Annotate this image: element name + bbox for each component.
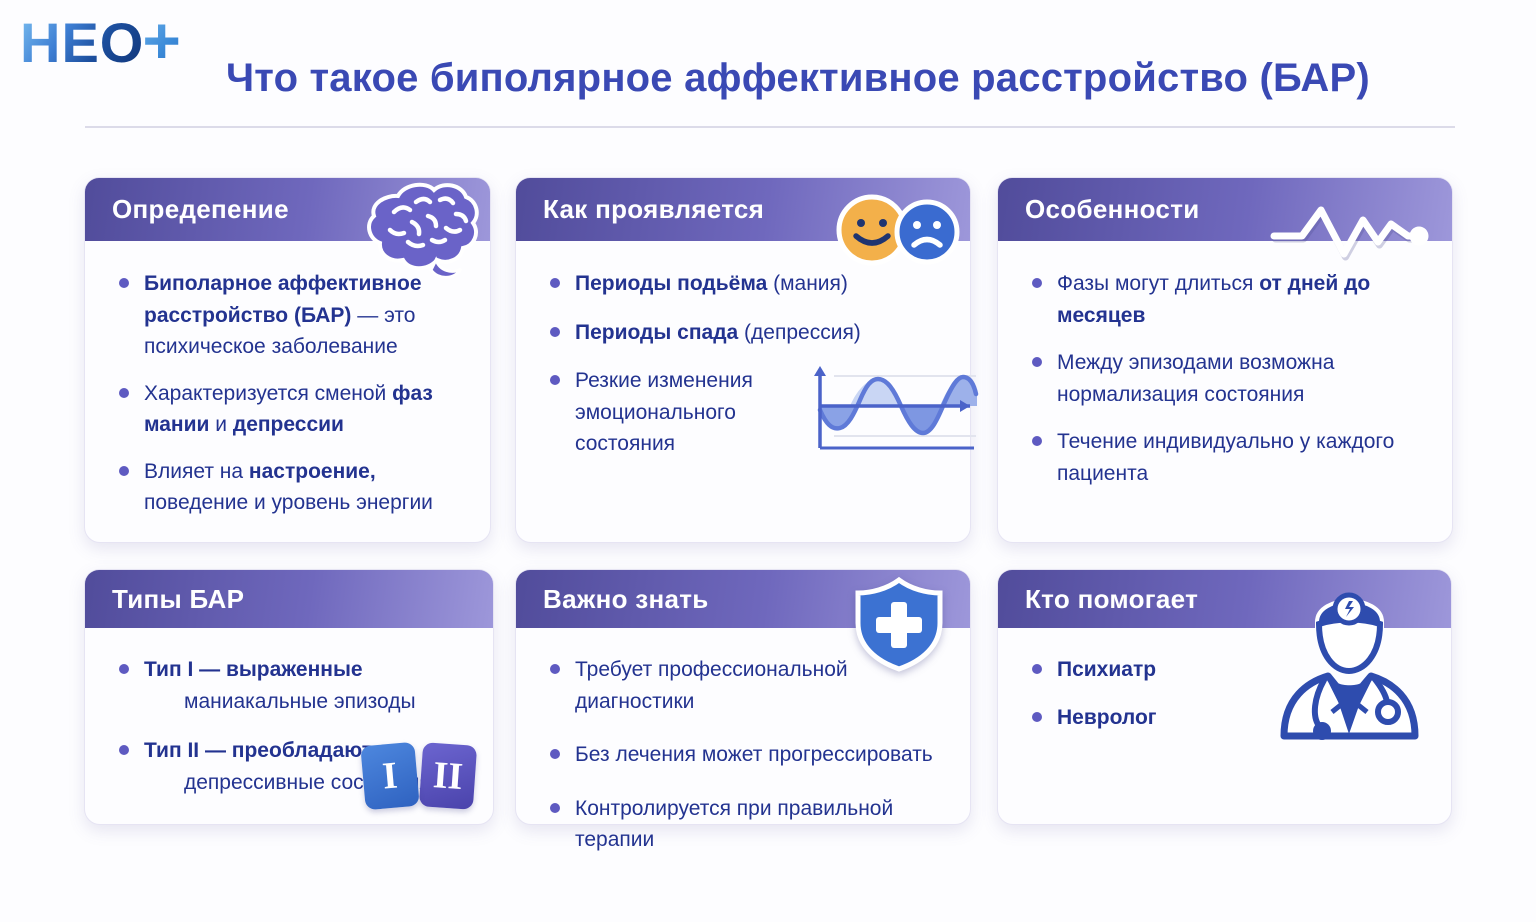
- logo-plus-icon: +: [142, 2, 182, 77]
- type-two-badge: II: [418, 742, 478, 810]
- bullet-text: Периоды спада: [575, 320, 739, 344]
- list-item: Периоды спада (депрессия): [550, 317, 948, 349]
- list-item: Между эпизодами возможна нормализация со…: [1032, 347, 1442, 410]
- card-features-header: Особенности: [998, 178, 1452, 241]
- doctor-icon: [1280, 592, 1419, 740]
- bullet-text: фаз мании: [144, 381, 433, 437]
- list-item: Резкие изменения эмоционального состояни…: [550, 365, 948, 460]
- card-manifestation-body: Периоды подьёма (мания) Периоды спада (д…: [516, 241, 970, 477]
- card-helpers-title: Кто помогает: [1025, 583, 1199, 614]
- list-item: Влияет на настроение, поведение и уровен…: [119, 456, 468, 519]
- card-definition-title: Опредепение: [112, 194, 289, 224]
- bullet-text: Влияет на: [144, 459, 249, 483]
- bullet-text: (депрессия): [738, 320, 861, 344]
- bullet-text: Контролируется при правильной терапии: [575, 796, 894, 852]
- pulse-line-icon: [1270, 206, 1429, 261]
- bullet-text: настроение,: [248, 459, 376, 483]
- bullet-text: — это психическое заболевание: [144, 303, 416, 359]
- card-manifestation: Как проявляется Периоды подьёма (мания): [515, 177, 979, 543]
- type-one-badge: I: [360, 741, 420, 811]
- bullet-dot-icon: [550, 326, 560, 337]
- bullet-dot-icon: [1032, 357, 1042, 367]
- bullet-text: Резкие изменения эмоционального состояни…: [575, 369, 753, 455]
- card-types-title: Типы БАР: [112, 583, 245, 614]
- mood-faces-icon: [836, 194, 960, 266]
- bullet-text: Между эпизодами возможна нормализация со…: [1057, 351, 1335, 406]
- bullet-text: Психиатр: [1057, 658, 1157, 681]
- list-item: Характеризуется сменой фаз мании и депре…: [119, 378, 468, 441]
- bullet-text: Фазы могут длиться: [1057, 272, 1260, 295]
- neo-plus-logo: НЕО +: [20, 2, 182, 77]
- sad-face-icon: [894, 199, 960, 265]
- bullet-dot-icon: [550, 278, 560, 288]
- list-item: Психиатр: [1032, 654, 1429, 686]
- bullet-text: Невролог: [1057, 705, 1157, 729]
- bullet-dot-icon: [119, 387, 129, 398]
- list-item: Течение индивидуально у каждого пациента: [1032, 426, 1442, 489]
- card-helpers-body: Психиатр Невролог: [998, 628, 1451, 749]
- card-features-title: Особенности: [1025, 194, 1200, 224]
- bullet-text: маниакальные эпизоды: [184, 689, 416, 713]
- bullet-dot-icon: [550, 664, 560, 674]
- card-important-body: Требует профессиональной диагностики Без…: [516, 628, 970, 878]
- card-helpers: Кто помогает Психиатр: [997, 569, 1452, 825]
- bullet-text: Тип I — выраженные: [144, 658, 363, 681]
- card-definition: Опредепение Биполарное аффе: [84, 177, 491, 543]
- logo-word: НЕО: [20, 11, 145, 74]
- bullet-dot-icon: [550, 802, 560, 813]
- card-definition-body: Биполарное аффективное расстройство (БАР…: [85, 241, 490, 534]
- bullet-text: Течение индивидуально у каждого пациента: [1057, 430, 1395, 485]
- list-item: Требует профессиональной диагностики: [550, 654, 948, 717]
- list-item: Невролог: [1032, 702, 1429, 734]
- bullet-dot-icon: [119, 465, 129, 476]
- bullet-dot-icon: [550, 375, 560, 385]
- bullet-dot-icon: [1032, 664, 1042, 674]
- bullet-text: Биполарное аффективное расстройство (БАР…: [144, 272, 422, 327]
- page-title: Что такое биполярное аффективное расстро…: [226, 56, 1370, 100]
- list-item: Периоды подьёма (мания): [550, 268, 948, 300]
- title-divider: [85, 126, 1455, 128]
- card-features-body: Фазы могут длиться от дней до месяцев Ме…: [998, 241, 1452, 505]
- bullet-text: Периоды подьёма: [575, 272, 768, 295]
- card-types-body: Тип I — выраженные маниакальные эпизоды …: [85, 628, 493, 816]
- bullet-dot-icon: [119, 745, 129, 755]
- shield-cross-icon: [855, 576, 943, 672]
- bullet-text: депрессии: [232, 413, 344, 436]
- brain-icon: [367, 182, 479, 279]
- bullet-text: Тип II — преобладают: [144, 739, 372, 762]
- bullet-text: Требует профессиональной диагностики: [575, 658, 848, 713]
- bullet-dot-icon: [119, 664, 129, 674]
- type-badges-icon: I II: [360, 741, 478, 811]
- bullet-dot-icon: [550, 749, 560, 759]
- card-manifestation-title: Как проявляется: [543, 194, 765, 224]
- card-types-header: Типы БАР: [85, 570, 493, 628]
- card-types: Типы БАР Тип I — выраженные маниакальные…: [84, 569, 494, 825]
- bullet-dot-icon: [1032, 711, 1042, 722]
- bullet-text: Характеризуется сменой: [144, 381, 393, 405]
- list-item: Без лечения может прогрессировать: [550, 739, 948, 771]
- bullet-text: Без лечения может прогрессировать: [575, 743, 933, 766]
- bullet-dot-icon: [119, 278, 129, 288]
- mood-wave-chart-icon: [814, 366, 979, 450]
- bullet-text: поведение и уровень энергии: [144, 491, 433, 514]
- list-item: Тип I — выраженные маниакальные эпизоды: [119, 654, 471, 717]
- list-item: Контролируется при правильной терапии: [550, 793, 948, 856]
- bullet-dot-icon: [1032, 436, 1042, 446]
- list-item: Фазы могут длиться от дней до месяцев: [1032, 268, 1442, 331]
- bullet-text: (мания): [767, 272, 848, 295]
- bullet-text: от дней до месяцев: [1057, 272, 1371, 327]
- card-important-title: Важно знать: [543, 583, 709, 614]
- bullet-dot-icon: [1032, 278, 1042, 288]
- card-features: Особенности Фазы могут длиться от дней д…: [997, 177, 1453, 543]
- list-item: Биполарное аффективное расстройство (БАР…: [119, 268, 468, 363]
- card-important: Важно знать Требует профессиональной диа…: [515, 569, 971, 851]
- bullet-text: и: [209, 413, 233, 436]
